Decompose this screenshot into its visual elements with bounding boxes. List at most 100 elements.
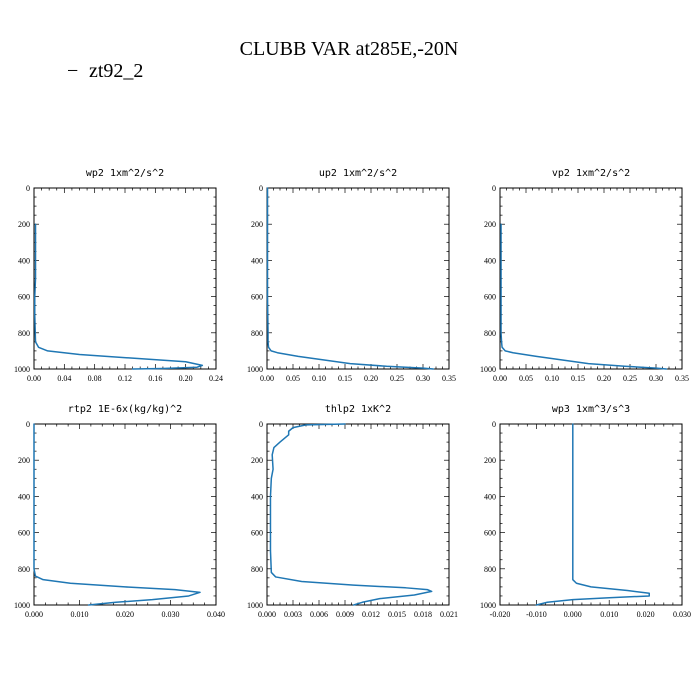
- x-tick-label: 0.10: [312, 374, 326, 383]
- x-tick-label: 0.006: [310, 610, 328, 619]
- panel-4: rtp2 1E-6x(kg/kg)^2 0 200 400 600 800 10000.00…: [14, 404, 225, 619]
- x-tick-label: 0.20: [597, 374, 611, 383]
- x-tick-label: 0.30: [416, 374, 430, 383]
- plot-frame: [33, 187, 217, 370]
- y-tick-label: 800: [484, 565, 496, 574]
- y-tick-label: 600: [484, 529, 496, 538]
- x-tick-label: 0.00: [260, 374, 274, 383]
- y-tick-label: 800: [251, 329, 263, 338]
- x-tick-label: 0.040: [207, 610, 225, 619]
- legend-marker: −: [67, 60, 78, 82]
- x-tick-label: 0.003: [284, 610, 302, 619]
- panel-title: wp3 1xm^3/s^3: [552, 404, 630, 415]
- y-tick-label: 1000: [14, 601, 30, 610]
- x-tick-label: 0.012: [362, 610, 380, 619]
- x-tick-label: 0.12: [118, 374, 132, 383]
- x-tick-label: 0.15: [338, 374, 352, 383]
- y-tick-label: 1000: [247, 601, 263, 610]
- x-tick-label: 0.20: [364, 374, 378, 383]
- plot-frame: [266, 423, 450, 606]
- x-tick-label: -0.020: [490, 610, 511, 619]
- y-tick-label: 0: [26, 420, 30, 429]
- panel-title: up2 1xm^2/s^2: [319, 168, 397, 179]
- y-tick-label: 0: [492, 420, 496, 429]
- x-tick-label: 0.015: [388, 610, 406, 619]
- y-tick-label: 600: [251, 293, 263, 302]
- panel-6: wp3 1xm^3/s^3 0 200 400 600 800 1000-0.020 -0.0…: [480, 404, 691, 619]
- panel-title: rtp2 1E-6x(kg/kg)^2: [68, 404, 182, 415]
- y-tick-label: 600: [251, 529, 263, 538]
- panel-title: vp2 1xm^2/s^2: [552, 168, 630, 179]
- plot-frame: [33, 423, 217, 606]
- y-tick-label: 0: [259, 184, 263, 193]
- y-tick-label: 1000: [480, 365, 496, 374]
- x-tick-label: 0.000: [564, 610, 582, 619]
- y-tick-label: 0: [26, 184, 30, 193]
- x-tick-label: 0.030: [673, 610, 691, 619]
- figure-title: CLUBB VAR at285E,-20N: [240, 38, 459, 60]
- y-tick-label: 600: [484, 293, 496, 302]
- x-tick-label: 0.030: [162, 610, 180, 619]
- legend-label: zt92_2: [89, 60, 143, 82]
- x-tick-label: 0.020: [637, 610, 655, 619]
- x-tick-label: 0.16: [148, 374, 162, 383]
- x-tick-label: 0.000: [258, 610, 276, 619]
- x-tick-label: 0.35: [442, 374, 456, 383]
- series-line-zt92_2: [269, 423, 433, 606]
- y-tick-label: 400: [251, 256, 263, 265]
- y-tick-label: 400: [484, 492, 496, 501]
- series-line-zt92_2: [34, 223, 204, 370]
- x-tick-label: 0.15: [571, 374, 585, 383]
- x-tick-label: 0.20: [179, 374, 193, 383]
- y-tick-label: 1000: [480, 601, 496, 610]
- x-tick-label: -0.010: [526, 610, 547, 619]
- y-tick-label: 0: [492, 184, 496, 193]
- series-line-zt92_2: [266, 187, 435, 370]
- y-tick-label: 200: [18, 456, 30, 465]
- y-tick-label: 400: [18, 256, 30, 265]
- x-tick-label: 0.05: [519, 374, 533, 383]
- x-tick-label: 0.021: [440, 610, 458, 619]
- plot-frame: [499, 187, 683, 370]
- x-tick-label: 0.08: [88, 374, 102, 383]
- y-tick-label: 400: [18, 492, 30, 501]
- x-tick-label: 0.24: [209, 374, 223, 383]
- x-tick-label: 0.05: [286, 374, 300, 383]
- x-tick-label: 0.00: [27, 374, 41, 383]
- y-tick-label: 200: [251, 456, 263, 465]
- series-line-zt92_2: [535, 423, 650, 606]
- x-tick-label: 0.25: [623, 374, 637, 383]
- series-line-zt92_2: [33, 423, 201, 606]
- x-tick-label: 0.00: [493, 374, 507, 383]
- y-tick-label: 200: [484, 456, 496, 465]
- x-tick-label: 0.018: [414, 610, 432, 619]
- y-tick-label: 200: [18, 220, 30, 229]
- y-tick-label: 800: [251, 565, 263, 574]
- panel-title: thlp2 1xK^2: [325, 404, 391, 415]
- y-tick-label: 400: [484, 256, 496, 265]
- x-tick-label: 0.25: [390, 374, 404, 383]
- series-line-zt92_2: [500, 223, 668, 370]
- y-tick-label: 1000: [247, 365, 263, 374]
- y-tick-label: 600: [18, 293, 30, 302]
- panel-title: wp2 1xm^2/s^2: [86, 168, 164, 179]
- y-tick-label: 800: [18, 329, 30, 338]
- legend: − zt92_2: [67, 60, 143, 82]
- x-tick-label: 0.009: [336, 610, 354, 619]
- y-tick-label: 400: [251, 492, 263, 501]
- y-tick-label: 800: [18, 565, 30, 574]
- y-tick-label: 0: [259, 420, 263, 429]
- x-tick-label: 0.010: [71, 610, 89, 619]
- y-tick-label: 1000: [14, 365, 30, 374]
- y-tick-label: 600: [18, 529, 30, 538]
- y-tick-label: 800: [484, 329, 496, 338]
- x-tick-label: 0.10: [545, 374, 559, 383]
- plot-frame: [266, 187, 450, 370]
- x-tick-label: 0.04: [57, 374, 71, 383]
